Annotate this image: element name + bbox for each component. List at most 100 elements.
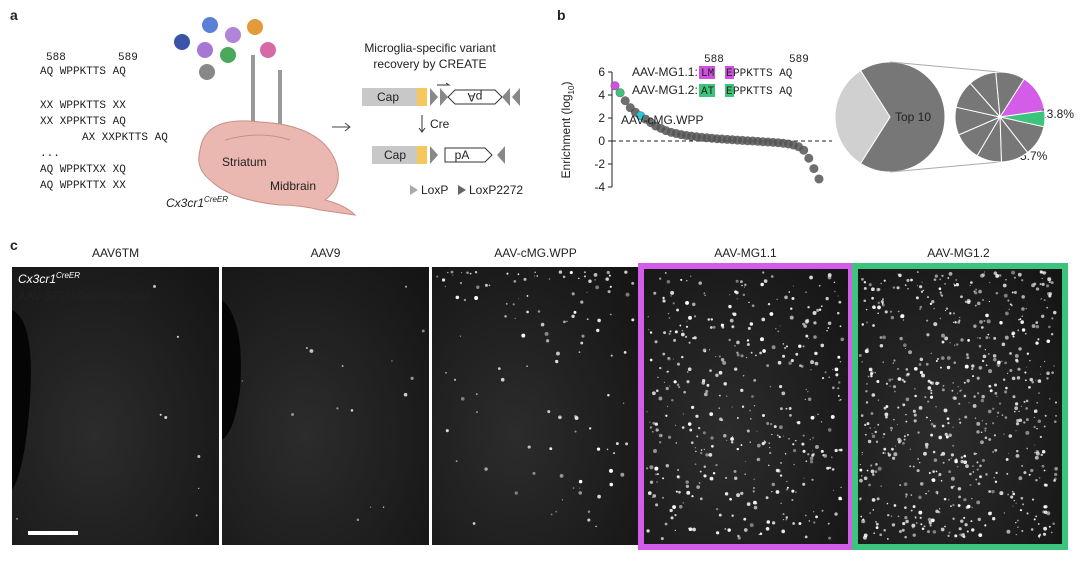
cell [938, 475, 940, 477]
cell [687, 422, 692, 426]
cell [649, 331, 653, 334]
genotype-sup: CreER [204, 195, 228, 204]
cell [801, 442, 805, 446]
cell [919, 308, 921, 310]
cell [970, 281, 973, 284]
cell [669, 330, 672, 333]
cell [574, 416, 579, 420]
cell [504, 315, 507, 318]
cell [919, 357, 924, 362]
cell [840, 337, 845, 342]
cell [350, 409, 354, 412]
cell [1024, 371, 1027, 374]
cell [672, 358, 674, 360]
cell [770, 275, 774, 278]
cell [735, 279, 739, 283]
cell [572, 487, 575, 489]
cell [786, 480, 788, 483]
cell [709, 412, 714, 417]
cell [828, 466, 832, 470]
frame [852, 263, 1068, 550]
cell [1012, 335, 1015, 338]
cell [772, 521, 776, 525]
cell [923, 451, 927, 456]
cell [726, 395, 728, 397]
cell [901, 528, 905, 532]
cell [767, 302, 771, 306]
cell [609, 285, 612, 288]
cell [1030, 468, 1034, 473]
highlight-point [636, 111, 645, 120]
cell [903, 435, 906, 438]
cell [871, 296, 874, 300]
cell [875, 440, 879, 444]
cell [728, 304, 732, 309]
y-label-end: ) [559, 82, 573, 86]
cell [992, 354, 997, 358]
cell [735, 290, 739, 295]
cell [1011, 376, 1016, 381]
cell [828, 536, 832, 540]
cell [882, 298, 884, 301]
cell [703, 474, 707, 478]
cell [984, 524, 987, 527]
cell [695, 414, 699, 418]
cell [176, 335, 179, 338]
cell [743, 528, 748, 532]
cell [1050, 332, 1054, 336]
cell [775, 328, 777, 330]
cell [832, 369, 834, 371]
cell [827, 522, 830, 525]
cell [752, 486, 755, 490]
cell [976, 392, 980, 395]
cell [885, 415, 888, 419]
cell [902, 403, 906, 407]
cell [753, 478, 755, 481]
cell [813, 321, 817, 325]
cell [915, 296, 919, 300]
cell [740, 280, 743, 284]
cell [942, 461, 945, 464]
cell [1029, 377, 1034, 382]
cell [893, 390, 896, 393]
cell [933, 458, 938, 462]
cell [755, 502, 758, 505]
cell [863, 533, 868, 538]
column-title: AAV-cMG.WPP [494, 246, 576, 260]
cell [700, 449, 703, 451]
cell [963, 454, 967, 458]
overlay-reporter: AAV-SFFV-DIO-mScarlet [18, 289, 152, 303]
cell [1050, 531, 1053, 534]
cell [668, 332, 671, 335]
cell [729, 497, 732, 501]
cell [648, 329, 650, 331]
cell [587, 518, 591, 522]
cell [573, 310, 577, 314]
cell [686, 490, 691, 495]
cell [760, 282, 764, 287]
cell [646, 529, 650, 533]
cell [872, 509, 875, 511]
cell [309, 349, 314, 353]
cell [863, 286, 867, 290]
cell [1049, 398, 1051, 400]
y-tick-label: -2 [594, 157, 605, 171]
cell [874, 427, 876, 429]
cell [664, 522, 668, 526]
cell [1055, 414, 1058, 417]
cell [893, 359, 896, 362]
cell [1013, 499, 1016, 502]
cell [647, 316, 649, 318]
cell [981, 359, 985, 363]
cell [831, 386, 835, 390]
cell [982, 298, 985, 301]
cell [749, 417, 752, 420]
cell [968, 402, 970, 404]
cell [896, 286, 900, 290]
cell [907, 288, 909, 290]
cell [1046, 306, 1049, 309]
cell [783, 346, 787, 350]
cell [966, 379, 970, 383]
cell [946, 417, 950, 421]
cell [1037, 419, 1042, 424]
